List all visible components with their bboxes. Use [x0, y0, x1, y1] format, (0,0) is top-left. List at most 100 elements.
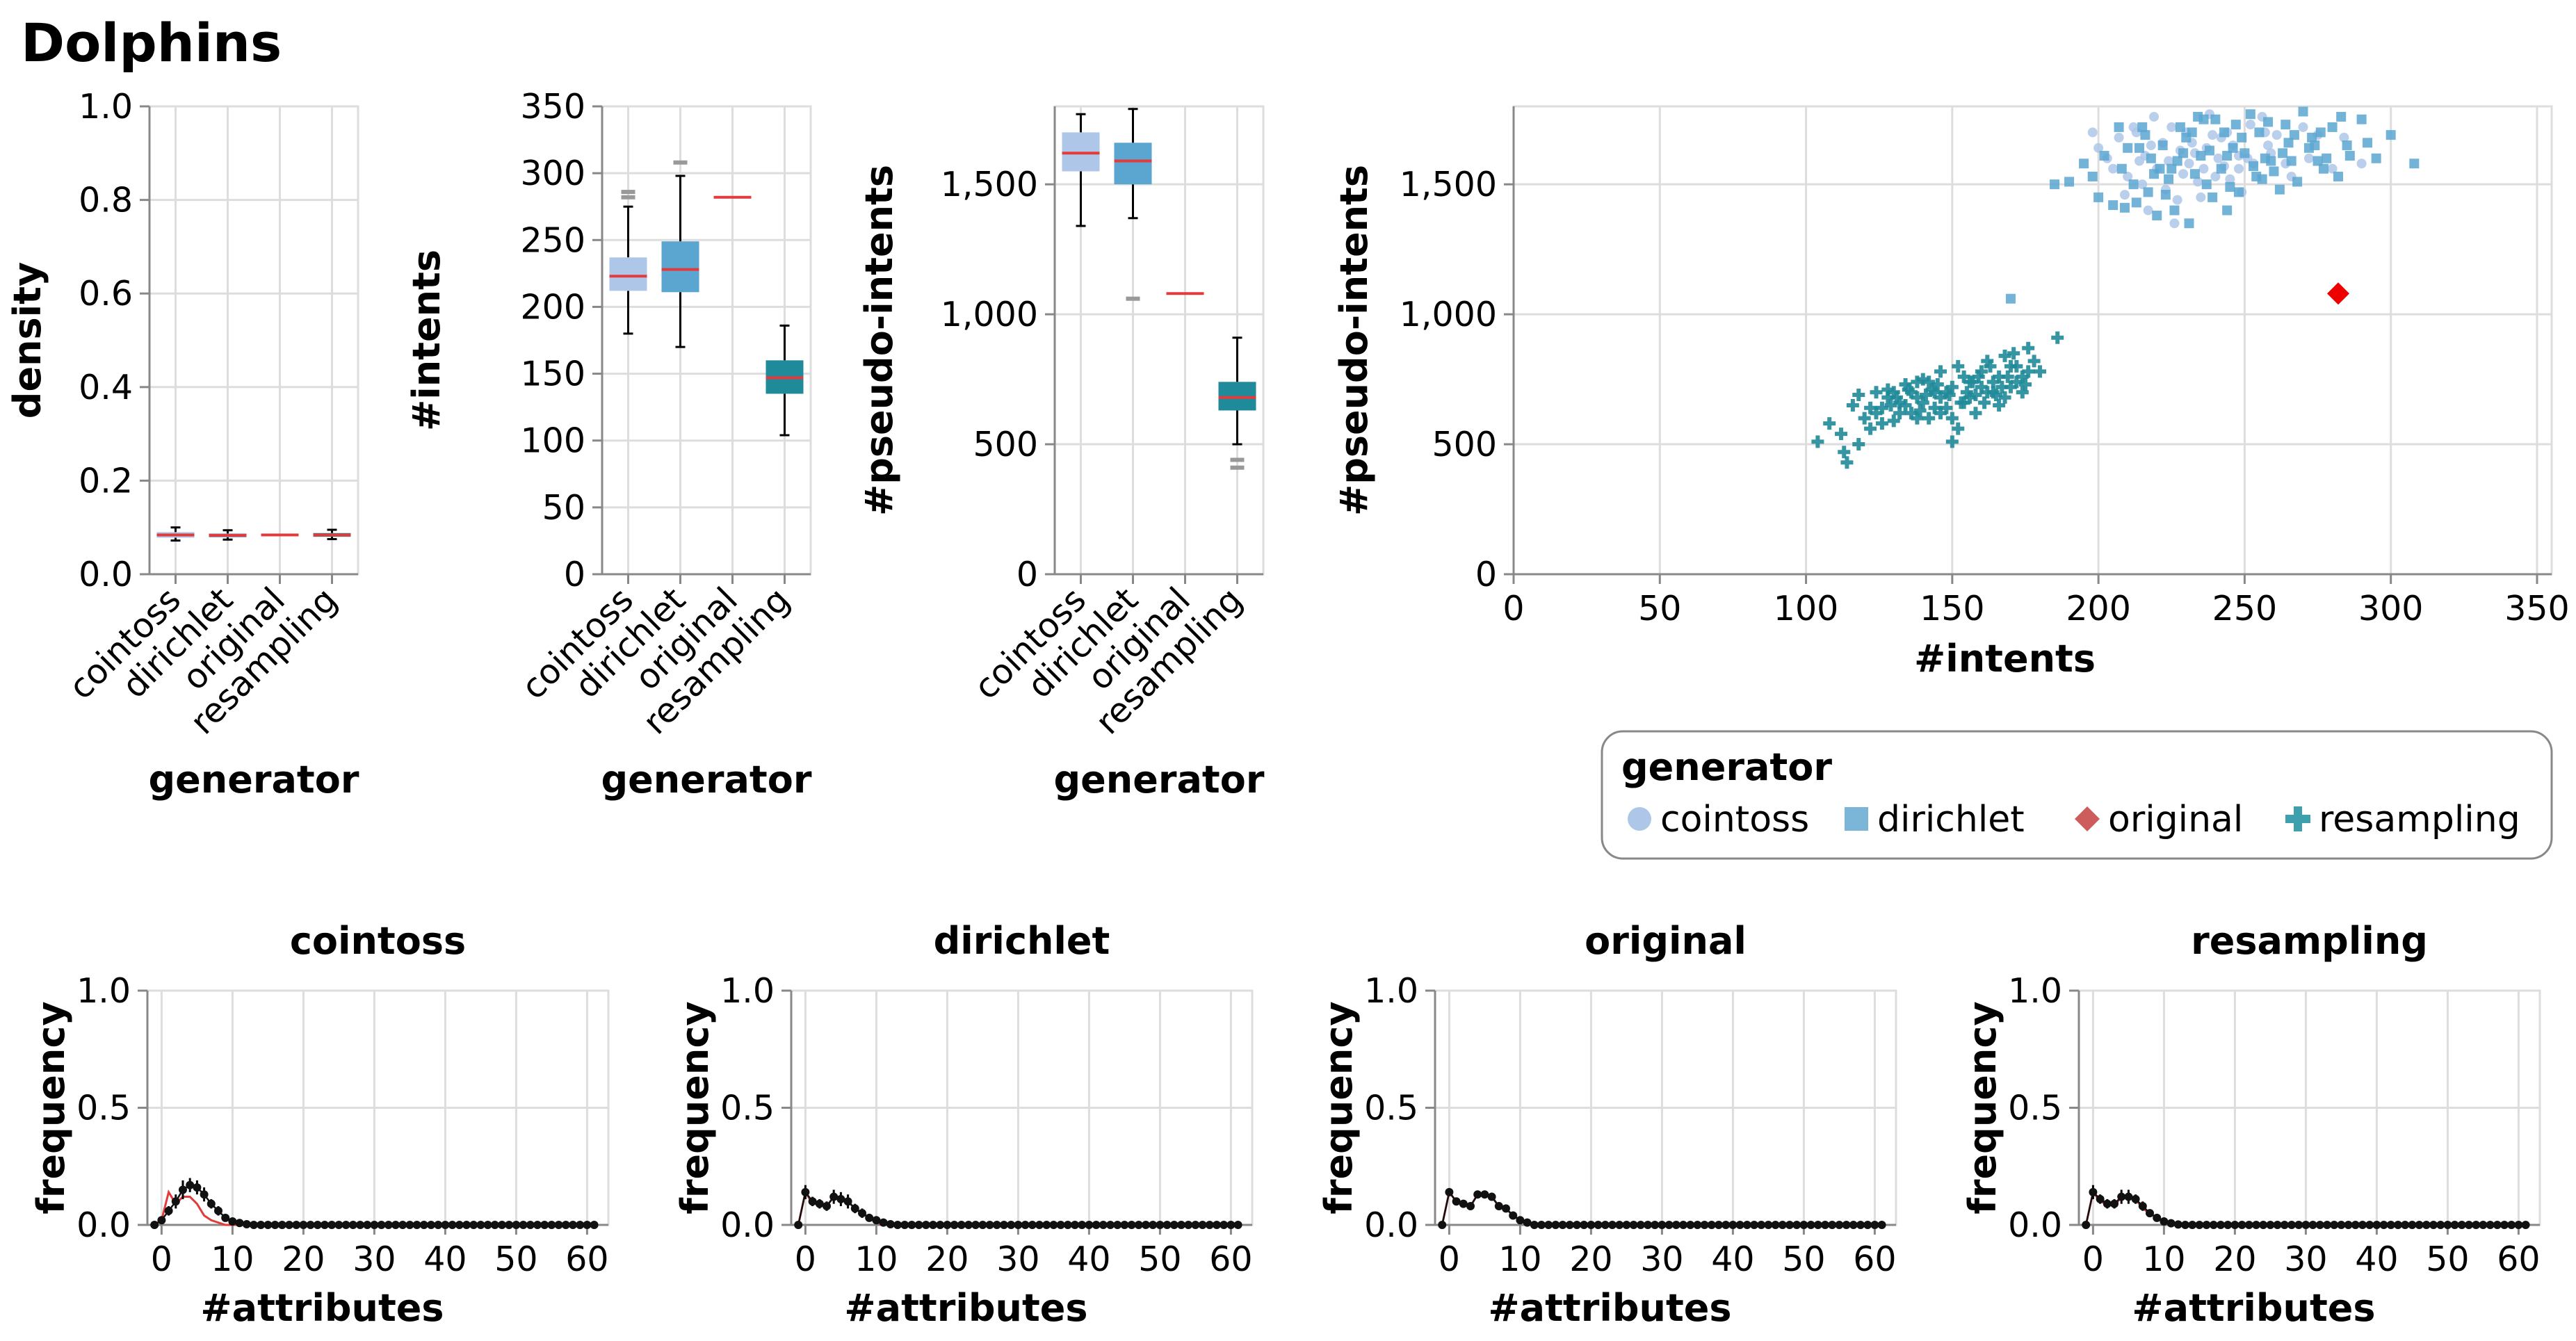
frequency-point: [872, 1216, 881, 1225]
scatter-point-resampling: [1852, 438, 1865, 451]
frequency-point: [1671, 1221, 1680, 1229]
frequency-point: [2209, 1221, 2218, 1229]
x-tick-label: 0: [795, 1240, 816, 1279]
frequency-point: [2429, 1221, 2438, 1229]
scatter-point-dirichlet: [2189, 169, 2200, 179]
y-axis-title: frequency: [673, 1001, 717, 1214]
y-tick-label: 0.0: [79, 555, 133, 594]
frequency-point: [914, 1221, 923, 1229]
y-tick-label: 0.0: [76, 1205, 131, 1245]
box-outlier: [1230, 465, 1245, 470]
frequency-point: [850, 1204, 859, 1213]
scatter-point-cointoss: [2143, 205, 2153, 216]
frequency-point: [1835, 1221, 1844, 1229]
scatter-point-resampling: [1934, 407, 1947, 420]
scatter-point-resampling: [2016, 386, 2029, 399]
y-tick-label: 150: [520, 355, 585, 394]
scatter-point-resampling: [1852, 389, 1865, 402]
scatter-point-dirichlet: [2114, 122, 2124, 132]
frequency-point: [1049, 1221, 1058, 1229]
frequency-point: [2160, 1217, 2169, 1226]
frequency-point: [1828, 1221, 1837, 1229]
scatter-point-dirichlet: [2327, 122, 2338, 132]
frequency-point: [179, 1185, 187, 1194]
x-tick-label: 60: [1209, 1240, 1252, 1279]
y-tick-label: 0.0: [1364, 1205, 1418, 1245]
frequency-point: [2089, 1187, 2098, 1196]
frequency-point: [1601, 1221, 1610, 1229]
scatter-point-resampling: [1913, 404, 1927, 417]
scatter-point-dirichlet: [2079, 159, 2089, 169]
scatter-point-resampling: [1993, 370, 2006, 383]
frequency-point: [1757, 1221, 1766, 1229]
scatter-point-resampling: [1981, 355, 1994, 368]
legend-label-original: original: [2108, 799, 2243, 840]
frequency-point: [1778, 1221, 1787, 1229]
frequency-point: [164, 1206, 173, 1215]
page-title: Dolphins: [21, 12, 282, 74]
scatter-point-resampling: [1984, 359, 1997, 373]
x-tick-label: 10: [854, 1240, 898, 1279]
scatter-point-dirichlet: [2099, 151, 2109, 161]
frequency-point: [277, 1221, 286, 1229]
frequency-point: [1644, 1221, 1652, 1229]
frequency-point: [1870, 1221, 1879, 1229]
scatter-point-dirichlet: [2187, 127, 2197, 138]
x-tick-label: 40: [1711, 1240, 1754, 1279]
scatter-point-resampling: [1902, 383, 1915, 396]
scatter-point-dirichlet: [2196, 151, 2206, 161]
frequency-point: [1558, 1221, 1567, 1229]
scatter-point-dirichlet: [2201, 179, 2212, 190]
frequency-point: [2266, 1221, 2275, 1229]
x-tick-label: 50: [1138, 1240, 1181, 1279]
frequency-point: [2146, 1209, 2154, 1218]
frequency-point: [377, 1221, 386, 1229]
frequency-point: [829, 1192, 839, 1201]
frequency-point: [823, 1202, 831, 1211]
frequency-point: [865, 1213, 874, 1222]
scatter-point-resampling: [2051, 331, 2064, 344]
frequency-point: [1842, 1221, 1851, 1229]
frequency-point: [1636, 1221, 1645, 1229]
scatter-point-dirichlet: [2208, 192, 2218, 202]
frequency-point: [2337, 1221, 2346, 1229]
frequency-point: [242, 1219, 251, 1228]
frequency-point: [1213, 1221, 1221, 1229]
plot-frame: [148, 105, 359, 576]
frequency-point: [1000, 1221, 1008, 1229]
panel-title: resampling: [2191, 919, 2428, 963]
y-axis-title: #pseudo-intents: [857, 165, 901, 516]
scatter-point-dirichlet: [2286, 156, 2296, 166]
scatter-point-resampling: [1916, 396, 1929, 409]
y-tick-label: 1.0: [1364, 971, 1418, 1011]
x-axis-title: #attributes: [200, 1286, 444, 1330]
scatter-point-resampling: [2018, 378, 2032, 391]
frequency-point: [257, 1221, 266, 1229]
frequency-point: [957, 1221, 966, 1229]
frequency-point: [1707, 1221, 1716, 1229]
legend-title: generator: [1621, 745, 1832, 789]
scatter-point-dirichlet: [2228, 143, 2238, 153]
scatter-point-dirichlet: [2371, 153, 2381, 163]
frequency-point: [1863, 1221, 1872, 1229]
frequency-point: [2308, 1221, 2317, 1229]
frequency-point: [2131, 1194, 2140, 1203]
frequency-point: [836, 1194, 845, 1203]
scatter-point-resampling: [2004, 359, 2017, 373]
y-tick-label: 1.0: [79, 87, 133, 127]
frequency-point: [1700, 1221, 1709, 1229]
frequency-point: [1849, 1221, 1858, 1229]
scatter-point-resampling: [1838, 446, 1851, 459]
frequency-point: [569, 1221, 577, 1229]
scatter-point-dirichlet: [2164, 174, 2174, 184]
legend-label-resampling: resampling: [2319, 799, 2520, 840]
y-tick-label: 0.8: [79, 181, 133, 220]
frequency-point: [907, 1221, 916, 1229]
y-tick-label: 0.0: [720, 1205, 775, 1245]
scatter-point-dirichlet: [2193, 111, 2203, 122]
scatter-point-cointoss: [2198, 163, 2209, 174]
y-axis-title: frequency: [29, 1001, 73, 1214]
legend-frame: [1601, 730, 2553, 860]
scatter-point-resampling: [1960, 386, 1973, 399]
frequency-point: [2230, 1221, 2239, 1229]
